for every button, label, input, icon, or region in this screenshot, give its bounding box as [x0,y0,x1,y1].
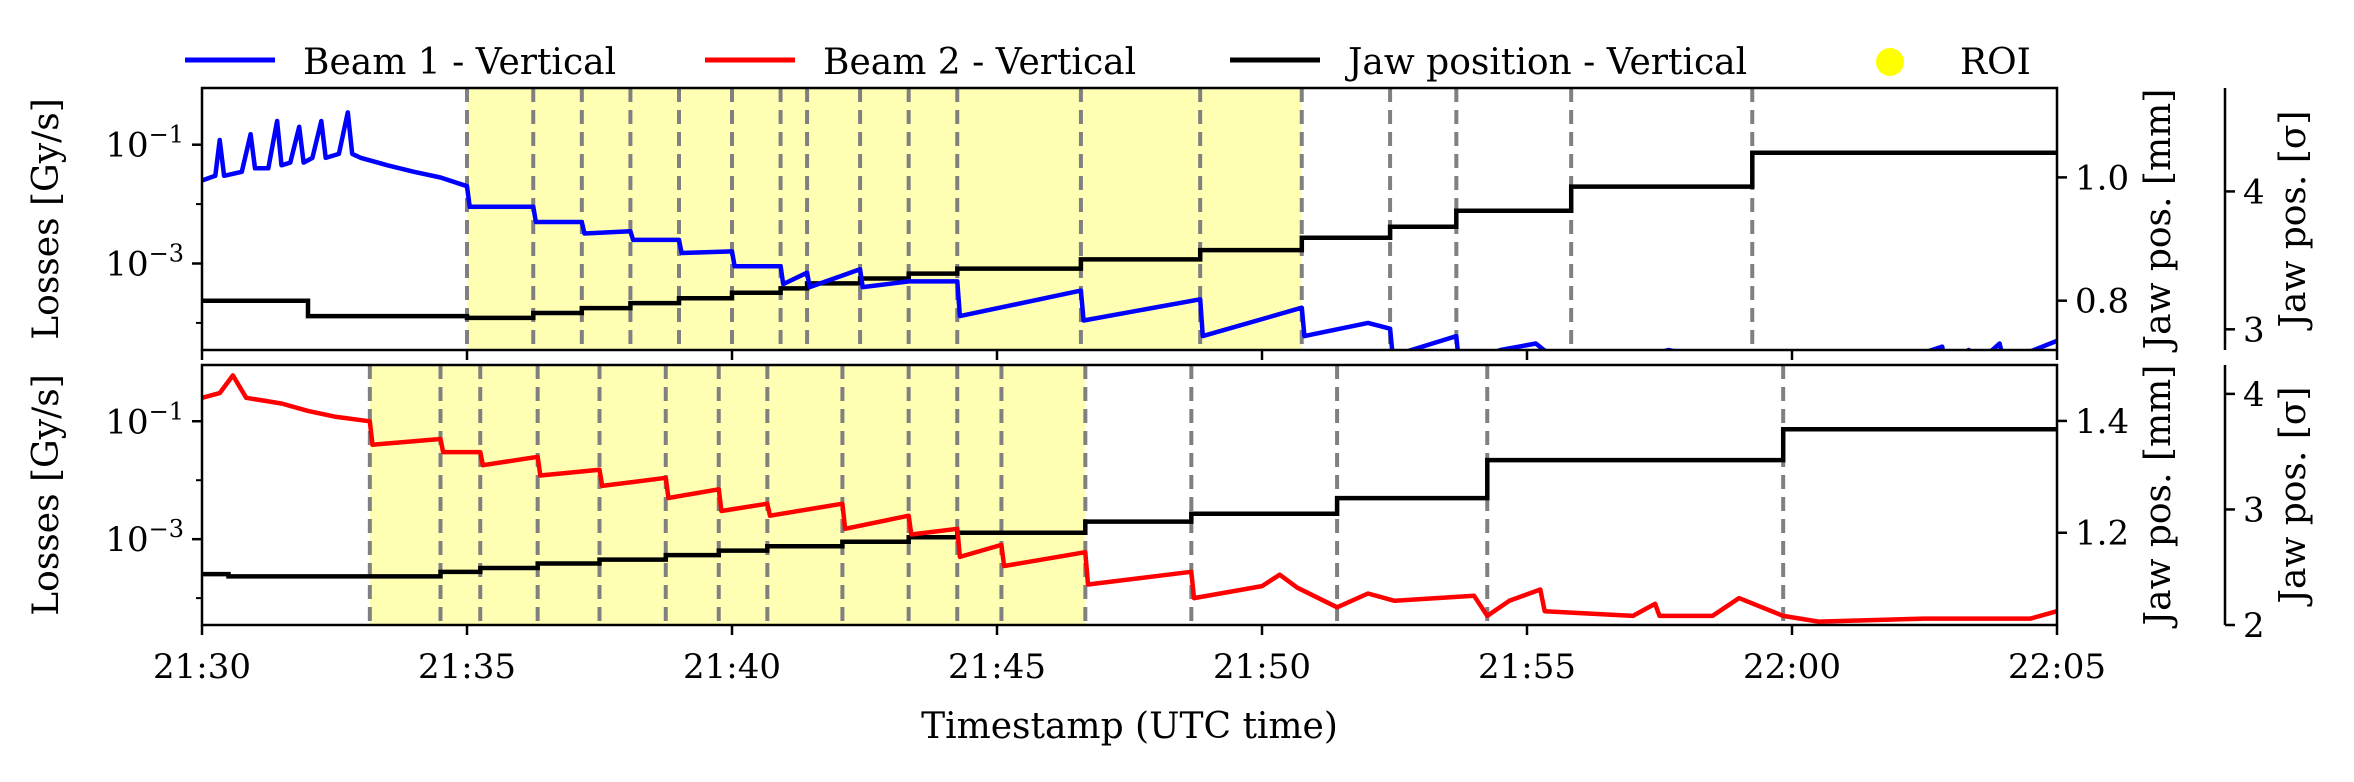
x-axis-label: Timestamp (UTC time) [921,706,1338,747]
y-tick-label-right: 1.0 [2075,158,2129,198]
legend: Beam 1 - Vertical Beam 2 - Vertical Jaw po… [185,42,2031,83]
y-tick-label-left: 10−3 [105,515,184,560]
x-tick-label: 22:00 [1743,647,1841,687]
y-axis-label-right: Jaw pos. [mm] [2138,89,2179,354]
x-tick-label: 21:55 [1478,647,1576,687]
legend-swatch-roi [1876,48,1904,76]
legend-label-roi: ROI [1960,42,2031,83]
y-tick-label-right: 1.2 [2075,514,2129,554]
plot-area [202,110,2057,350]
x-tick-label: 21:40 [683,647,781,687]
y-tick-label-right2: 4 [2243,375,2265,415]
y-axis-label-right2: Jaw pos. [σ] [2273,111,2314,332]
roi-region [467,88,1302,350]
y-tick-label-left: 10−3 [105,240,184,285]
y-tick-label-right2: 3 [2243,490,2265,530]
y-tick-label-left: 10−1 [105,397,184,442]
y-tick-label-right2: 3 [2243,310,2265,350]
plot-area [202,373,2057,624]
y-axis-label-right2: Jaw pos. [σ] [2273,387,2314,608]
panel-frame [200,86,2059,352]
y-tick-label-right2: 4 [2243,172,2265,212]
legend-label-2: Jaw position - Vertical [1344,42,1747,83]
x-tick-label: 21:30 [153,647,251,687]
x-tick-label: 21:50 [1213,647,1311,687]
y-tick-label-right: 1.4 [2075,402,2129,442]
beam-loss-series-1 [202,110,2057,350]
y-axis-label-left: Losses [Gy/s] [26,98,67,340]
panel-frame [200,363,2059,627]
panel-beam2: 10−1 10−3 1.4 1.2 4 3 2 Losses [Gy/s] Jaw pos. [… [26,363,2314,646]
x-tick-label: 21:45 [948,647,1046,687]
legend-label-1: Beam 2 - Vertical [823,42,1136,83]
x-tick-label: 22:05 [2008,647,2106,687]
y-axis-label-right: Jaw pos. [mm] [2138,365,2179,630]
jaw-position-series [202,427,2057,579]
roi-region [369,365,1086,625]
y-axis-label-left: Losses [Gy/s] [26,374,67,616]
panel-beam1: 10−1 10−3 1.0 0.8 4 3 Losses [Gy/s] Jaw pos. [m… [26,86,2314,360]
x-axis: 21:30 21:35 21:40 21:45 21:50 21:55 22:00 22:05… [153,647,2106,747]
beam-loss-series-2 [202,373,2057,624]
y-tick-label-left: 10−1 [105,121,184,166]
y-tick-label-right2: 2 [2243,606,2265,646]
legend-label-0: Beam 1 - Vertical [303,42,616,83]
x-tick-label: 21:35 [418,647,516,687]
y-tick-label-right: 0.8 [2075,282,2129,322]
